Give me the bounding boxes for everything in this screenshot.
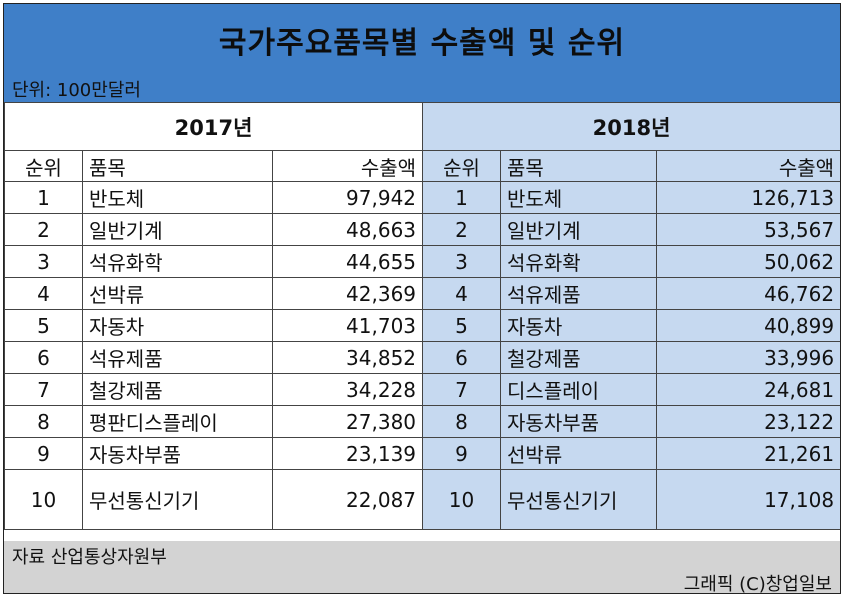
col-rank-2017: 순위 (4, 150, 83, 182)
title-banner: 국가주요품목별 수출액 및 순위 단위: 100만달러 (4, 4, 840, 102)
amount-2018: 53,567 (656, 213, 840, 246)
table-row: 7 철강제품 34,228 7 디스플레이 24,681 (4, 373, 840, 406)
item-2018: 석유화확 (500, 245, 658, 278)
amount-2017: 34,852 (271, 341, 424, 374)
rank-2017: 5 (4, 309, 83, 342)
amount-2017: 44,655 (271, 245, 424, 278)
amount-2017: 42,369 (271, 277, 424, 310)
unit-label: 단위: 100만달러 (12, 80, 141, 101)
col-amount-2018: 수출액 (656, 150, 840, 182)
col-rank-2018: 순위 (422, 150, 502, 182)
amount-2018: 46,762 (656, 277, 840, 310)
rank-2018: 9 (422, 437, 502, 470)
item-2018: 석유제품 (500, 277, 658, 310)
item-2017: 무선통신기기 (82, 469, 273, 530)
item-2017: 석유화학 (82, 245, 273, 278)
rank-2017: 10 (4, 469, 83, 530)
item-2018: 디스플레이 (500, 373, 658, 406)
rank-2017: 1 (4, 181, 83, 214)
item-2018: 반도체 (500, 181, 658, 214)
rank-2017: 8 (4, 405, 83, 438)
rank-2018: 2 (422, 213, 502, 246)
footer: 자료 산업통상자원부 그래픽 (C)창업일보 (4, 541, 840, 594)
amount-2018: 33,996 (656, 341, 840, 374)
item-2018: 자동차부품 (500, 405, 658, 438)
rank-2018: 7 (422, 373, 502, 406)
rank-2017: 7 (4, 373, 83, 406)
amount-2017: 41,703 (271, 309, 424, 342)
table-row: 2 일반기계 48,663 2 일반기계 53,567 (4, 213, 840, 246)
col-item-2017: 품목 (82, 150, 273, 182)
page-title: 국가주요품목별 수출액 및 순위 (218, 26, 626, 61)
rank-2017: 3 (4, 245, 83, 278)
year-header-row: 2017년 2018년 (4, 102, 840, 151)
table-row: 9 자동차부품 23,139 9 선박류 21,261 (4, 437, 840, 470)
amount-2018: 24,681 (656, 373, 840, 406)
export-ranking-graphic: 국가주요품목별 수출액 및 순위 단위: 100만달러 2017년 2018년 … (3, 3, 841, 594)
item-2017: 자동차부품 (82, 437, 273, 470)
item-2018: 선박류 (500, 437, 658, 470)
item-2017: 선박류 (82, 277, 273, 310)
table-row: 6 석유제품 34,852 6 철강제품 33,996 (4, 341, 840, 374)
table-row: 5 자동차 41,703 5 자동차 40,899 (4, 309, 840, 342)
year-2018-header: 2018년 (422, 102, 840, 151)
rank-2017: 2 (4, 213, 83, 246)
col-item-2018: 품목 (500, 150, 658, 182)
year-2017-header: 2017년 (4, 102, 424, 151)
item-2018: 무선통신기기 (500, 469, 658, 530)
amount-2017: 48,663 (271, 213, 424, 246)
rank-2018: 4 (422, 277, 502, 310)
table-row: 3 석유화학 44,655 3 석유화확 50,062 (4, 245, 840, 278)
amount-2018: 21,261 (656, 437, 840, 470)
table-row: 1 반도체 97,942 1 반도체 126,713 (4, 181, 840, 214)
amount-2018: 126,713 (656, 181, 840, 214)
rank-2018: 10 (422, 469, 502, 530)
item-2018: 일반기계 (500, 213, 658, 246)
item-2017: 석유제품 (82, 341, 273, 374)
table-row: 8 평판디스플레이 27,380 8 자동차부품 23,122 (4, 405, 840, 438)
amount-2018: 50,062 (656, 245, 840, 278)
source-note: 자료 산업통상자원부 (12, 547, 167, 568)
amount-2018: 17,108 (656, 469, 840, 530)
amount-2017: 27,380 (271, 405, 424, 438)
item-2017: 자동차 (82, 309, 273, 342)
ranking-table: 2017년 2018년 순위 품목 수출액 순위 품목 수출액 1 반도체 97… (4, 102, 840, 530)
rank-2018: 1 (422, 181, 502, 214)
item-2017: 반도체 (82, 181, 273, 214)
rank-2017: 6 (4, 341, 83, 374)
rank-2018: 5 (422, 309, 502, 342)
col-amount-2017: 수출액 (271, 150, 424, 182)
table-row: 10 무선통신기기 22,087 10 무선통신기기 17,108 (4, 469, 840, 530)
rank-2018: 8 (422, 405, 502, 438)
item-2017: 철강제품 (82, 373, 273, 406)
amount-2017: 97,942 (271, 181, 424, 214)
table-row: 4 선박류 42,369 4 석유제품 46,762 (4, 277, 840, 310)
amount-2018: 23,122 (656, 405, 840, 438)
rank-2018: 6 (422, 341, 502, 374)
amount-2017: 22,087 (271, 469, 424, 530)
graphic-credit: 그래픽 (C)창업일보 (683, 574, 832, 594)
rank-2017: 9 (4, 437, 83, 470)
column-header-row: 순위 품목 수출액 순위 품목 수출액 (4, 150, 840, 182)
amount-2018: 40,899 (656, 309, 840, 342)
rank-2018: 3 (422, 245, 502, 278)
item-2017: 일반기계 (82, 213, 273, 246)
item-2018: 철강제품 (500, 341, 658, 374)
item-2017: 평판디스플레이 (82, 405, 273, 438)
rank-2017: 4 (4, 277, 83, 310)
item-2018: 자동차 (500, 309, 658, 342)
amount-2017: 34,228 (271, 373, 424, 406)
amount-2017: 23,139 (271, 437, 424, 470)
